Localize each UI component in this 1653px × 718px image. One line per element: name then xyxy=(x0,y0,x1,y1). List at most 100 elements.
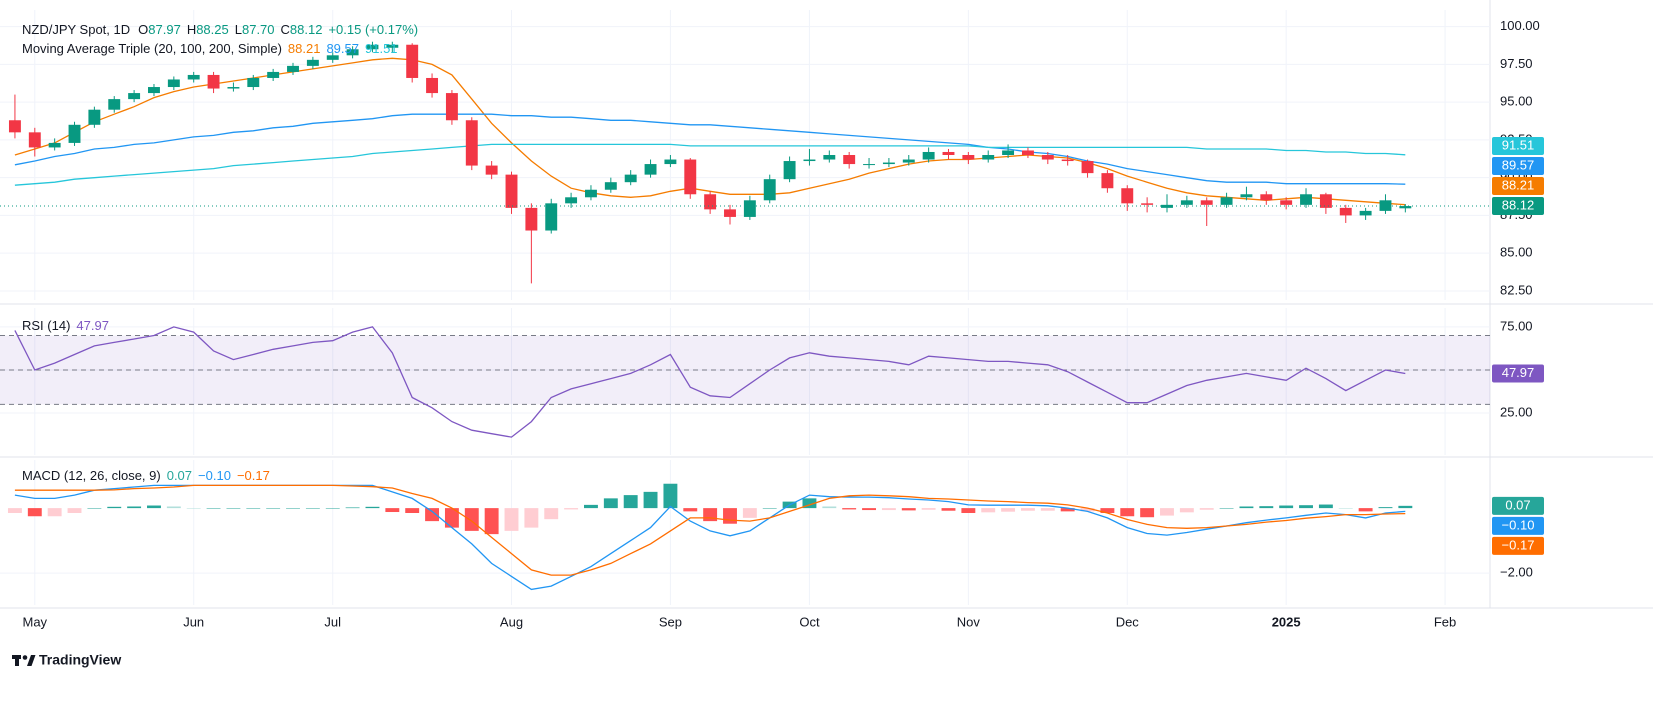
legend-field-label: O xyxy=(138,22,148,37)
histogram-bar xyxy=(444,508,459,528)
histogram-bar xyxy=(246,508,261,509)
rsi-band xyxy=(0,335,1490,405)
candle-body xyxy=(644,164,657,175)
histogram-bar xyxy=(67,508,82,513)
histogram-bar xyxy=(1160,508,1174,516)
histogram-bar xyxy=(603,498,618,509)
candle-body xyxy=(128,93,141,100)
candle-body xyxy=(604,182,617,190)
candle-body xyxy=(505,174,518,208)
histogram-bar xyxy=(881,508,896,511)
candle-body xyxy=(724,209,736,217)
histogram-bar xyxy=(1199,508,1214,510)
histogram-bar xyxy=(1179,508,1194,513)
histogram-bar xyxy=(405,508,420,513)
legend-field-value: 88.12 xyxy=(290,22,323,37)
candle-body xyxy=(167,79,180,88)
candle-body xyxy=(68,124,81,143)
candle-body xyxy=(1161,204,1173,208)
histogram-bar xyxy=(464,508,479,531)
candle-body xyxy=(1101,173,1114,189)
axis-tag xyxy=(1492,516,1544,535)
candle-body xyxy=(326,55,339,60)
histogram-bar xyxy=(643,491,658,509)
histogram-bar xyxy=(1299,505,1313,509)
indicator-legend: RSI (14) 47.97 xyxy=(22,318,109,333)
legend-change: +0.15 (+0.17%) xyxy=(328,22,418,37)
candle-body xyxy=(1300,194,1312,205)
candle-body xyxy=(48,142,61,148)
histogram-bar xyxy=(822,506,837,509)
histogram-bar xyxy=(683,508,698,512)
legend-field-label: L xyxy=(235,22,242,37)
histogram-bar xyxy=(345,507,360,509)
histogram-bar xyxy=(723,508,737,524)
indicator-value: 91.51 xyxy=(365,41,398,56)
histogram-bar xyxy=(1279,505,1294,509)
histogram-bar xyxy=(1060,508,1075,512)
candle-body xyxy=(88,109,101,125)
histogram-bar xyxy=(1020,508,1035,511)
histogram-bar xyxy=(1040,508,1055,511)
indicator-value: −0.17 xyxy=(237,468,270,483)
x-tick-label: Aug xyxy=(500,614,523,629)
axis-tag xyxy=(1492,536,1544,555)
candle-body xyxy=(1220,197,1233,205)
y-tick-label: 100.00 xyxy=(1500,18,1540,33)
histogram-bar xyxy=(147,505,161,509)
histogram-bar xyxy=(623,495,638,509)
legend-field-label: H xyxy=(187,22,196,37)
histogram-bar xyxy=(27,508,42,517)
legend-field-value: 87.97 xyxy=(148,22,181,37)
candle-body xyxy=(287,65,299,72)
candle-body xyxy=(8,120,21,133)
histogram-bar xyxy=(1219,508,1234,509)
indicator-legend: Moving Average Triple (20, 100, 200, Sim… xyxy=(22,41,398,56)
histogram-bar xyxy=(544,508,559,520)
moving-average-line xyxy=(14,113,1406,185)
histogram-bar xyxy=(802,498,817,509)
histogram-bar xyxy=(1120,508,1135,517)
axis-tag-label: −0.17 xyxy=(1502,537,1535,552)
y-tick-label: 82.50 xyxy=(1500,282,1533,297)
histogram-bar xyxy=(1358,508,1373,512)
candle-body xyxy=(922,151,935,160)
candle-body xyxy=(227,87,240,89)
candle-body xyxy=(426,77,439,94)
histogram-bar xyxy=(385,508,400,513)
histogram-bar xyxy=(305,508,320,509)
candle-body xyxy=(1399,206,1412,209)
candle-body xyxy=(108,99,121,110)
candle-body xyxy=(1339,207,1352,216)
candle-body xyxy=(445,93,458,121)
histogram-bar xyxy=(266,508,281,509)
legend-field-label: C xyxy=(281,22,290,37)
histogram-bar xyxy=(166,506,181,509)
histogram-bar xyxy=(226,508,241,509)
axis-tag xyxy=(1492,157,1544,176)
axis-tag-label: 89.57 xyxy=(1502,157,1535,172)
candle-body xyxy=(386,44,399,48)
candle-body xyxy=(366,44,379,50)
axis-tag xyxy=(1492,197,1544,216)
histogram-bar xyxy=(206,508,221,509)
axis-tag-label: 47.97 xyxy=(1502,365,1535,380)
candle-body xyxy=(704,194,717,210)
histogram-bar xyxy=(584,504,598,509)
candle-body xyxy=(1319,194,1332,208)
axis-tag-label: 88.21 xyxy=(1502,177,1535,192)
candle-body xyxy=(882,162,895,165)
x-tick-label: Dec xyxy=(1116,614,1140,629)
candle-body xyxy=(207,74,220,89)
y-tick-label: 97.50 xyxy=(1500,56,1533,71)
candle-body xyxy=(962,155,975,160)
candle-body xyxy=(823,155,836,160)
histogram-bar xyxy=(961,508,976,513)
histogram-bar xyxy=(1318,504,1333,509)
indicator-value: −0.10 xyxy=(198,468,231,483)
candle-body xyxy=(28,132,41,148)
candle-body xyxy=(187,74,200,80)
candle-body xyxy=(942,151,955,155)
candle-body xyxy=(525,207,538,231)
